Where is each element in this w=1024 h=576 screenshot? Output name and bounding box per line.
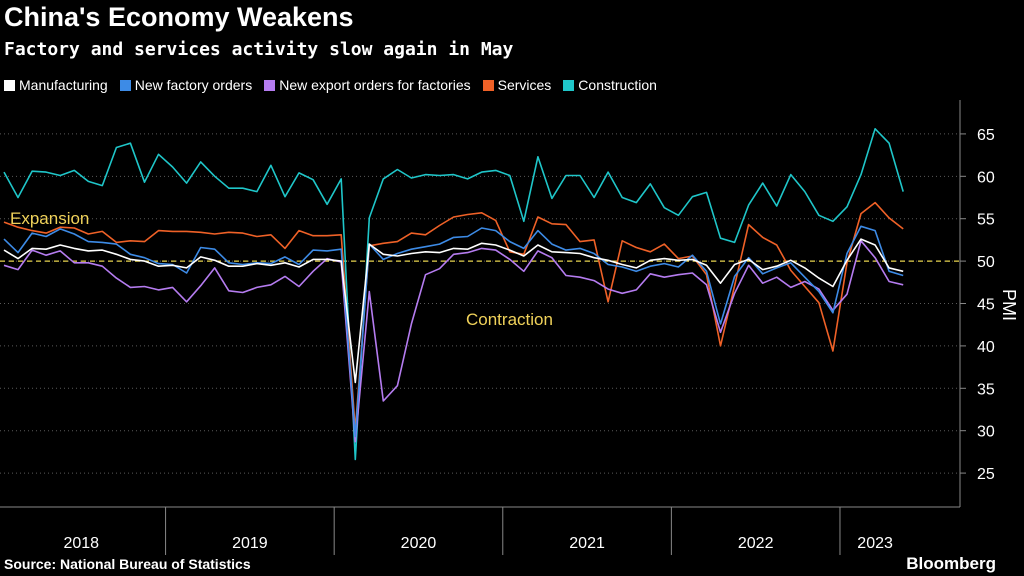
- series-line-manufacturing: [3, 238, 904, 384]
- legend-label-construction: Construction: [578, 77, 657, 93]
- legend-label-new-export-orders: New export orders for factories: [279, 77, 471, 93]
- chart-title: China's Economy Weakens: [4, 2, 354, 32]
- legend-swatch-services: [482, 79, 494, 91]
- series-line-construction: [3, 128, 904, 461]
- x-tick-label: 2018: [63, 535, 99, 552]
- legend-swatch-new-factory-orders: [119, 79, 131, 91]
- x-tick-label: 2022: [738, 535, 774, 552]
- x-tick-label: 2023: [857, 535, 893, 552]
- y-tick-label: 30: [977, 424, 995, 441]
- x-tick-label: 2021: [569, 535, 605, 552]
- y-tick-label: 55: [977, 212, 995, 229]
- y-tick-label: 40: [977, 339, 995, 356]
- series-line-services: [3, 201, 904, 431]
- y-tick-label: 25: [977, 466, 995, 483]
- y-tick-label: 35: [977, 381, 995, 398]
- legend-item-services: Services: [482, 77, 552, 93]
- legend: Manufacturing New factory orders New exp…: [4, 77, 657, 93]
- y-axis-label: PMI: [999, 289, 1019, 321]
- x-tick-label: 2019: [232, 535, 268, 552]
- legend-item-manufacturing: Manufacturing: [4, 77, 108, 93]
- y-tick-label: 60: [977, 169, 995, 186]
- source-note: Source: National Bureau of Statistics: [4, 556, 251, 572]
- legend-item-new-export-orders: New export orders for factories: [264, 77, 471, 93]
- annotation-expansion: Expansion: [10, 209, 89, 228]
- legend-swatch-construction: [563, 79, 575, 91]
- legend-item-new-factory-orders: New factory orders: [119, 77, 253, 93]
- legend-swatch-manufacturing: [4, 79, 15, 91]
- y-tick-label: 65: [977, 127, 995, 144]
- bloomberg-logo: Bloomberg: [906, 554, 996, 573]
- legend-label-new-factory-orders: New factory orders: [134, 77, 253, 93]
- series-line-new-factory-orders: [3, 225, 904, 438]
- series-line-new-export-orders-for-factories: [3, 240, 904, 443]
- y-tick-label: 45: [977, 297, 995, 314]
- legend-label-services: Services: [497, 77, 552, 93]
- legend-swatch-new-export-orders: [264, 79, 276, 91]
- chart-subtitle: Factory and services activity slow again…: [4, 39, 514, 60]
- y-tick-label: 50: [977, 254, 995, 271]
- legend-item-construction: Construction: [563, 77, 657, 93]
- legend-label-manufacturing: Manufacturing: [19, 77, 108, 93]
- x-tick-label: 2020: [401, 535, 437, 552]
- annotation-contraction: Contraction: [466, 310, 553, 329]
